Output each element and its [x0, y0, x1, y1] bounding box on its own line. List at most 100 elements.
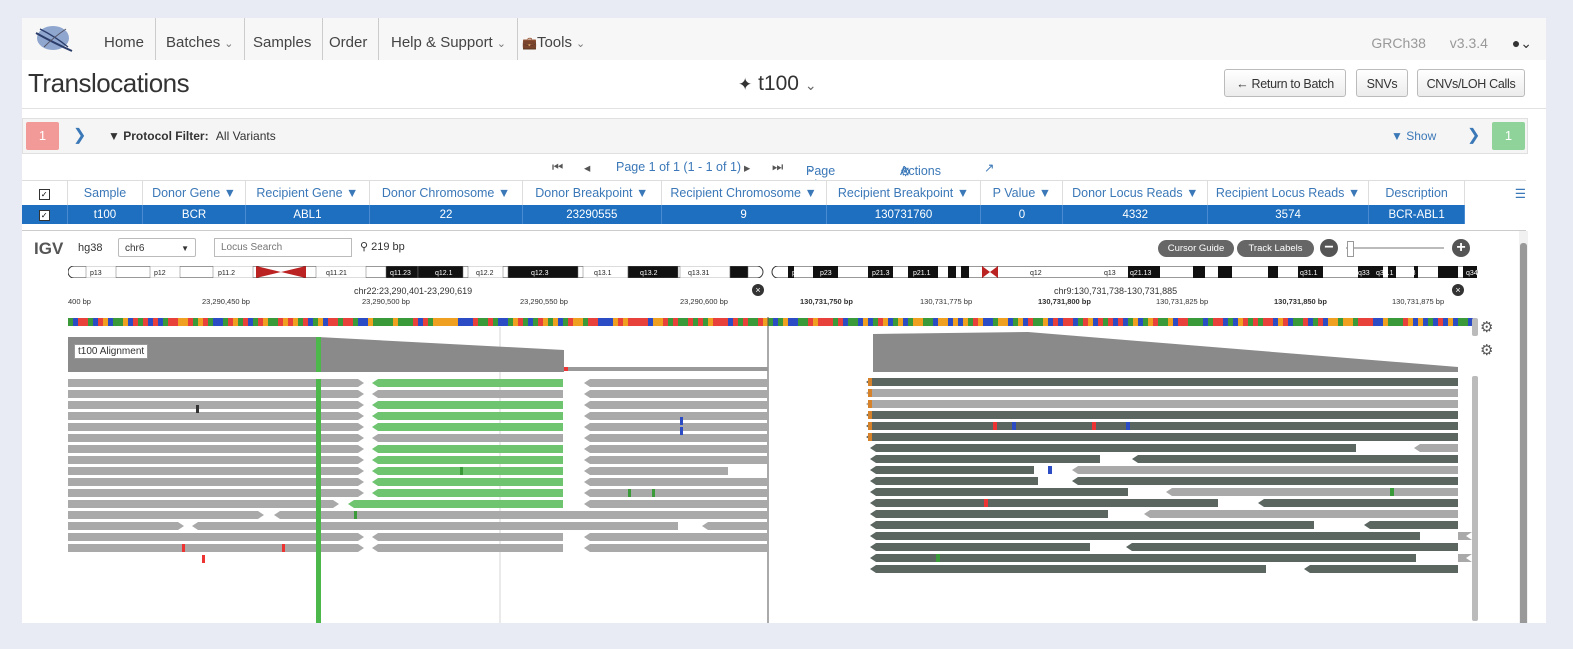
sequence-base: [1078, 318, 1083, 326]
return-to-batch-button[interactable]: ← Return to Batch: [1224, 69, 1346, 97]
nav-samples[interactable]: Samples: [242, 18, 324, 60]
next-page-icon[interactable]: ▸: [744, 161, 751, 175]
sequence-base: [953, 318, 958, 326]
zoom-slider[interactable]: [1346, 247, 1444, 249]
sequence-base: [418, 318, 423, 326]
left-count-badge[interactable]: 1: [26, 122, 59, 150]
chevron-right-icon[interactable]: ❯: [73, 127, 87, 144]
last-page-icon[interactable]: ⏭: [772, 160, 784, 174]
col-donor-chromosome[interactable]: Donor Chromosome ▼: [369, 180, 523, 205]
actions-menu[interactable]: ⚙ Actions ⌄: [900, 161, 941, 179]
zoom-slider-handle[interactable]: [1347, 241, 1354, 257]
table-row[interactable]: ✓ t100 BCR ABL1 22 23290555 9 130731760 …: [22, 205, 1526, 224]
nav-order[interactable]: Order: [318, 18, 380, 60]
col-donor-gene[interactable]: Donor Gene ▼: [142, 180, 246, 205]
sequence-base: [1308, 318, 1313, 326]
column-menu-icon[interactable]: ☰: [1464, 180, 1526, 205]
chevron-circle-icon: ▼: [1391, 129, 1403, 143]
col-recipient-breakpoint[interactable]: Recipient Breakpoint ▼: [826, 180, 982, 205]
sequence-base: [1348, 318, 1353, 326]
snvs-button[interactable]: SNVs: [1356, 69, 1408, 97]
read: [274, 511, 768, 519]
col-p-value[interactable]: P Value ▼: [980, 180, 1064, 205]
zoom-in-icon[interactable]: +: [1452, 239, 1470, 257]
row-checkbox[interactable]: ✓: [22, 205, 68, 224]
sequence-base: [1103, 318, 1108, 326]
tick-label: 130,731,850 bp: [1274, 297, 1327, 306]
sequence-base: [153, 318, 158, 326]
right-count-badge[interactable]: 1: [1492, 122, 1525, 150]
col-donor-locus-reads[interactable]: Donor Locus Reads ▼: [1062, 180, 1209, 205]
search-icon[interactable]: ⚲: [360, 241, 369, 253]
cursor-guide-button[interactable]: Cursor Guide: [1158, 240, 1234, 257]
read: [1072, 477, 1458, 485]
sequence-base: [1423, 318, 1428, 326]
read: [1072, 466, 1458, 474]
read: [866, 400, 1458, 408]
sequence-base: [473, 318, 478, 326]
mismatch: [936, 554, 940, 562]
sequence-base: [658, 318, 663, 326]
prev-page-icon[interactable]: ◂: [584, 161, 591, 175]
gear-icon[interactable]: ⚙: [1480, 342, 1494, 359]
page-scrollbar-thumb[interactable]: [1520, 243, 1527, 623]
ideogram-band: [149, 266, 181, 278]
mismatch: [868, 411, 872, 419]
user-icon[interactable]: ●⌄: [1511, 35, 1532, 51]
sequence-base: [1398, 318, 1403, 326]
sequence-base: [1298, 318, 1303, 326]
sequence-base: [738, 318, 743, 326]
chromosome-select[interactable]: chr6 ▼: [118, 238, 196, 257]
filter-icon: ▼: [804, 186, 817, 200]
close-left-panel-icon[interactable]: ×: [752, 284, 764, 296]
band-label: q12.1: [435, 270, 453, 277]
app-logo-icon[interactable]: [32, 23, 76, 55]
col-donor-breakpoint[interactable]: Donor Breakpoint ▼: [522, 180, 662, 205]
read: [584, 401, 768, 409]
export-icon[interactable]: ↗: [984, 161, 995, 175]
chevron-right-icon[interactable]: ❯: [1467, 127, 1481, 144]
page-scrollbar[interactable]: [1519, 231, 1528, 623]
sequence-base: [1248, 318, 1253, 326]
ideogram-band: [1193, 266, 1205, 278]
cnvs-button[interactable]: CNVs/LOH Calls: [1417, 69, 1525, 97]
zoom-out-icon[interactable]: −: [1320, 239, 1338, 257]
sequence-base: [1383, 318, 1388, 326]
sequence-base: [1033, 318, 1038, 326]
locus-search-input[interactable]: [214, 238, 352, 257]
sequence-base: [808, 318, 813, 326]
page-size-select[interactable]: Page Size: 10 ⌄: [806, 160, 835, 206]
filter-icon: ▼: [497, 186, 511, 200]
sequence-base: [488, 318, 493, 326]
track-drag-handle[interactable]: [1472, 318, 1478, 336]
left-locus-label: chr22:23,290,401-23,290,619: [354, 286, 473, 296]
track-scrollbar[interactable]: [1472, 376, 1478, 621]
nav-help-support[interactable]: Help & Support ⌄: [380, 18, 518, 60]
ideogram-band: [1388, 266, 1396, 278]
gear-icon[interactable]: ⚙: [1480, 319, 1494, 336]
show-toggle[interactable]: ▼ Show: [1391, 129, 1436, 143]
snp-column: [316, 379, 321, 623]
col-description[interactable]: Description: [1368, 180, 1466, 205]
sequence-base: [558, 318, 563, 326]
nav-batches[interactable]: Batches ⌄: [155, 18, 246, 60]
sequence-base: [1408, 318, 1413, 326]
read: [68, 467, 364, 475]
first-page-icon[interactable]: ⏮: [552, 160, 564, 174]
sequence-base: [483, 318, 488, 326]
select-all-checkbox[interactable]: ✓: [22, 180, 68, 205]
protocol-filter[interactable]: ▼ Protocol Filter: All Variants: [108, 129, 276, 143]
col-sample[interactable]: Sample: [67, 180, 144, 205]
col-recipient-chromosome[interactable]: Recipient Chromosome ▼: [661, 180, 827, 205]
close-right-panel-icon[interactable]: ×: [1452, 284, 1464, 296]
tick-label: 130,731,875 bp: [1392, 297, 1445, 306]
track-labels-button[interactable]: Track Labels: [1237, 240, 1314, 257]
nav-home[interactable]: Home: [93, 18, 157, 60]
ideogram-band: [1128, 266, 1160, 278]
sequence-base: [923, 318, 928, 326]
sequence-base: [1223, 318, 1228, 326]
col-recipient-gene[interactable]: Recipient Gene ▼: [245, 180, 371, 205]
nav-tools[interactable]: 💼Tools ⌄: [511, 18, 596, 60]
col-recipient-locus-reads[interactable]: Recipient Locus Reads ▼: [1207, 180, 1370, 205]
sample-selector[interactable]: ✦ t100 ⌄: [738, 72, 817, 96]
